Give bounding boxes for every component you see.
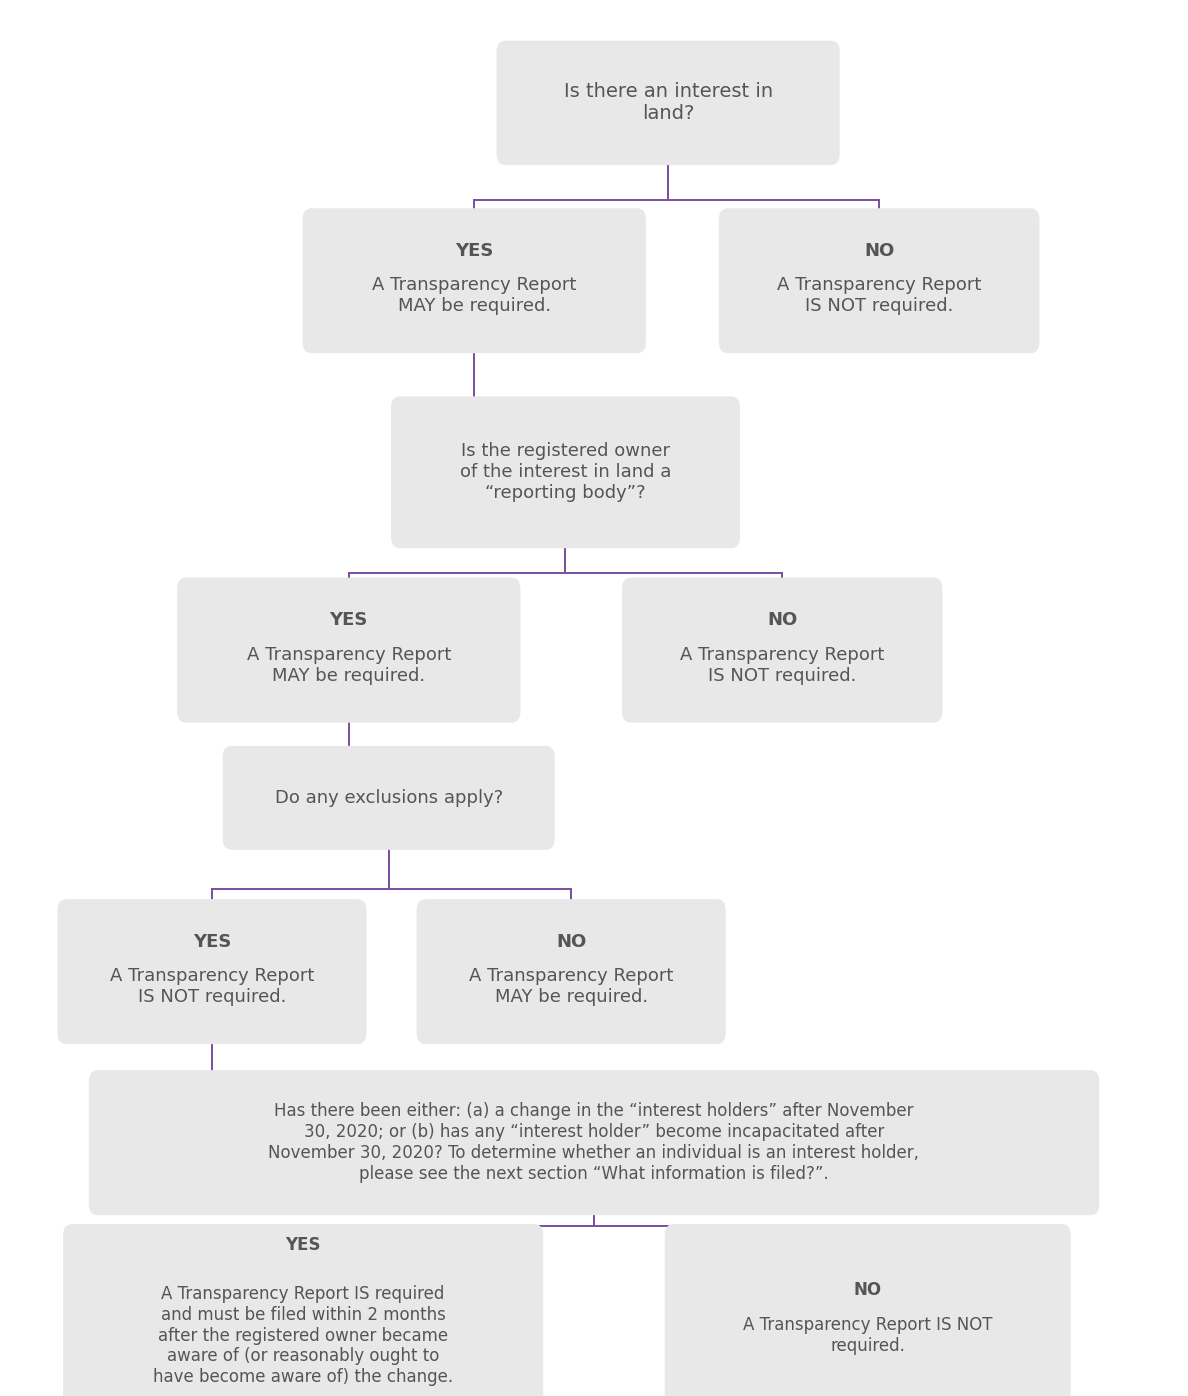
FancyBboxPatch shape: [391, 396, 740, 549]
Text: NO: NO: [767, 611, 797, 630]
Text: A Transparency Report
IS NOT required.: A Transparency Report IS NOT required.: [680, 646, 884, 684]
Text: YES: YES: [285, 1237, 321, 1254]
FancyBboxPatch shape: [623, 578, 942, 723]
FancyBboxPatch shape: [497, 40, 840, 165]
Text: YES: YES: [192, 933, 232, 951]
Text: YES: YES: [329, 611, 368, 630]
FancyBboxPatch shape: [57, 899, 366, 1044]
Text: NO: NO: [864, 242, 895, 260]
Text: A Transparency Report IS required
and must be filed within 2 months
after the re: A Transparency Report IS required and mu…: [153, 1284, 454, 1386]
FancyBboxPatch shape: [89, 1071, 1099, 1215]
Text: YES: YES: [455, 242, 493, 260]
FancyBboxPatch shape: [665, 1224, 1070, 1396]
Text: A Transparency Report
IS NOT required.: A Transparency Report IS NOT required.: [777, 276, 981, 315]
Text: A Transparency Report
MAY be required.: A Transparency Report MAY be required.: [469, 967, 674, 1007]
Text: NO: NO: [854, 1282, 881, 1300]
Text: Do any exclusions apply?: Do any exclusions apply?: [274, 789, 503, 807]
Text: A Transparency Report IS NOT
required.: A Transparency Report IS NOT required.: [742, 1316, 992, 1356]
Text: A Transparency Report
MAY be required.: A Transparency Report MAY be required.: [247, 646, 451, 684]
Text: A Transparency Report
IS NOT required.: A Transparency Report IS NOT required.: [109, 967, 314, 1007]
Text: Is the registered owner
of the interest in land a
“reporting body”?: Is the registered owner of the interest …: [460, 443, 671, 503]
Text: A Transparency Report
MAY be required.: A Transparency Report MAY be required.: [372, 276, 576, 315]
Text: Has there been either: (a) a change in the “interest holders” after November
30,: Has there been either: (a) a change in t…: [268, 1103, 920, 1182]
Text: NO: NO: [556, 933, 587, 951]
FancyBboxPatch shape: [63, 1224, 543, 1396]
FancyBboxPatch shape: [719, 208, 1040, 353]
FancyBboxPatch shape: [223, 745, 555, 850]
FancyBboxPatch shape: [417, 899, 726, 1044]
Text: Is there an interest in
land?: Is there an interest in land?: [563, 82, 772, 123]
FancyBboxPatch shape: [177, 578, 520, 723]
FancyBboxPatch shape: [303, 208, 646, 353]
